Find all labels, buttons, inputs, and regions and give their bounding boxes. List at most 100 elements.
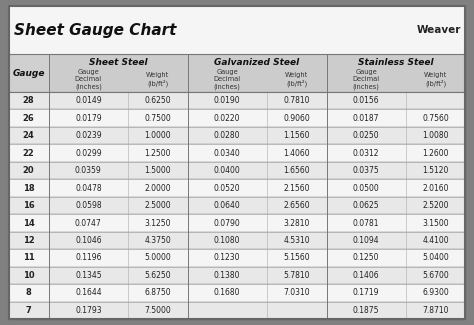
Text: 2.5200: 2.5200: [422, 201, 449, 210]
Text: 0.0179: 0.0179: [75, 114, 101, 123]
Text: 5.0400: 5.0400: [422, 254, 449, 263]
Text: 2.0000: 2.0000: [145, 184, 171, 193]
Text: 0.6250: 0.6250: [145, 96, 171, 105]
Text: 0.0149: 0.0149: [75, 96, 101, 105]
Text: 1.5000: 1.5000: [145, 166, 171, 175]
Text: Gauge
Decimal
(inches): Gauge Decimal (inches): [353, 69, 380, 90]
Text: 5.7810: 5.7810: [283, 271, 310, 280]
Bar: [9, 302, 465, 319]
Bar: [9, 249, 465, 267]
Text: 8: 8: [26, 289, 31, 297]
Text: 2.6560: 2.6560: [283, 201, 310, 210]
Text: 3.1500: 3.1500: [422, 218, 449, 227]
Text: 0.1230: 0.1230: [214, 254, 240, 263]
Text: 1.2600: 1.2600: [422, 149, 449, 158]
Text: 5.1560: 5.1560: [283, 254, 310, 263]
Text: 18: 18: [23, 184, 35, 193]
Text: 22: 22: [23, 149, 35, 158]
Text: 0.9060: 0.9060: [283, 114, 310, 123]
Text: 0.1080: 0.1080: [214, 236, 240, 245]
Bar: [9, 232, 465, 249]
Text: 0.0400: 0.0400: [214, 166, 241, 175]
Text: 16: 16: [23, 201, 35, 210]
Text: 0.1719: 0.1719: [353, 289, 379, 297]
Text: 0.7560: 0.7560: [422, 114, 449, 123]
Text: 0.1875: 0.1875: [353, 306, 379, 315]
Text: 0.0340: 0.0340: [214, 149, 241, 158]
Text: 5.6700: 5.6700: [422, 271, 449, 280]
Text: 6.8750: 6.8750: [145, 289, 171, 297]
Text: 0.0747: 0.0747: [75, 218, 102, 227]
Text: 0.0520: 0.0520: [214, 184, 240, 193]
Text: 7.0310: 7.0310: [283, 289, 310, 297]
Text: 0.0375: 0.0375: [353, 166, 380, 175]
Text: 0.0625: 0.0625: [353, 201, 380, 210]
Text: 12: 12: [23, 236, 35, 245]
Text: Gauge: Gauge: [12, 69, 45, 78]
Bar: [9, 6, 465, 54]
Text: 0.0598: 0.0598: [75, 201, 101, 210]
Text: 0.1046: 0.1046: [75, 236, 101, 245]
Text: 0.1644: 0.1644: [75, 289, 101, 297]
Text: 0.0220: 0.0220: [214, 114, 240, 123]
Text: 0.0640: 0.0640: [214, 201, 241, 210]
Text: 0.0250: 0.0250: [353, 131, 380, 140]
Text: Galvanized Steel: Galvanized Steel: [214, 58, 300, 67]
Text: Sheet Steel: Sheet Steel: [89, 58, 147, 67]
Text: 0.0359: 0.0359: [75, 166, 102, 175]
Bar: [9, 162, 465, 179]
Text: 5.0000: 5.0000: [145, 254, 171, 263]
Text: Stainless Steel: Stainless Steel: [358, 58, 434, 67]
Bar: [9, 284, 465, 302]
Text: 1.0000: 1.0000: [145, 131, 171, 140]
Text: 0.0781: 0.0781: [353, 218, 379, 227]
Text: 0.1406: 0.1406: [353, 271, 380, 280]
Text: 0.0280: 0.0280: [214, 131, 240, 140]
Text: Weight
(lb/ft²): Weight (lb/ft²): [146, 72, 169, 87]
Text: 0.0500: 0.0500: [353, 184, 380, 193]
Text: 0.0790: 0.0790: [214, 218, 241, 227]
Text: 2.0160: 2.0160: [422, 184, 449, 193]
Text: 0.0187: 0.0187: [353, 114, 379, 123]
Bar: [9, 127, 465, 144]
Text: 4.5310: 4.5310: [283, 236, 310, 245]
Text: Weaver: Weaver: [416, 25, 461, 35]
Bar: [9, 179, 465, 197]
Bar: [9, 144, 465, 162]
Text: 1.0080: 1.0080: [422, 131, 449, 140]
Text: 5.6250: 5.6250: [145, 271, 171, 280]
Text: 0.0478: 0.0478: [75, 184, 101, 193]
Text: 4.4100: 4.4100: [422, 236, 449, 245]
Text: 26: 26: [23, 114, 35, 123]
Text: 7: 7: [26, 306, 31, 315]
Text: 28: 28: [23, 96, 35, 105]
Text: 0.0299: 0.0299: [75, 149, 101, 158]
Text: 2.5000: 2.5000: [145, 201, 171, 210]
Bar: [9, 197, 465, 214]
Text: 3.2810: 3.2810: [283, 218, 310, 227]
Text: 0.0239: 0.0239: [75, 131, 101, 140]
Text: 0.1380: 0.1380: [214, 271, 240, 280]
Text: 0.0156: 0.0156: [353, 96, 380, 105]
Bar: [327, 54, 465, 92]
Text: 0.1793: 0.1793: [75, 306, 101, 315]
Text: 11: 11: [23, 254, 35, 263]
Text: 6.9300: 6.9300: [422, 289, 449, 297]
Text: 0.7810: 0.7810: [283, 96, 310, 105]
Text: 3.1250: 3.1250: [145, 218, 171, 227]
Text: Sheet Gauge Chart: Sheet Gauge Chart: [14, 23, 177, 38]
Text: 7.5000: 7.5000: [145, 306, 171, 315]
Bar: [9, 92, 465, 110]
Text: 20: 20: [23, 166, 35, 175]
Text: 10: 10: [23, 271, 35, 280]
Bar: [49, 54, 188, 92]
Text: 1.1560: 1.1560: [283, 131, 310, 140]
Text: 2.1560: 2.1560: [283, 184, 310, 193]
Text: 7.8710: 7.8710: [422, 306, 449, 315]
Bar: [9, 54, 465, 92]
Text: 4.3750: 4.3750: [145, 236, 171, 245]
Text: 0.1680: 0.1680: [214, 289, 240, 297]
Bar: [9, 267, 465, 284]
Text: Gauge
Decimal
(inches): Gauge Decimal (inches): [75, 69, 102, 90]
Text: 0.0312: 0.0312: [353, 149, 379, 158]
